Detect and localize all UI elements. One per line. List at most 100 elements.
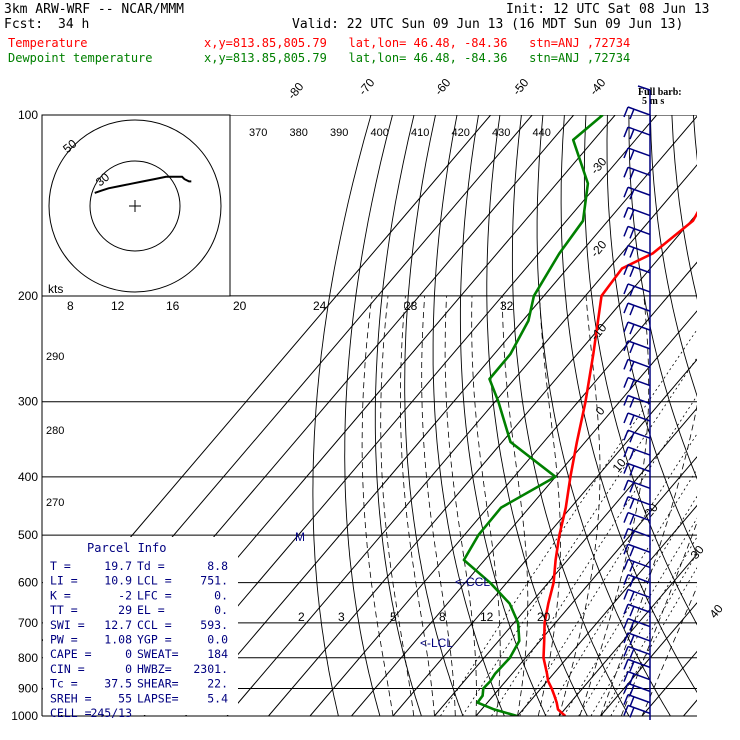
parcel-info-label: EL = [137,603,165,617]
wind-barb-feather [629,696,635,707]
parcel-info-label: SHEAR= [137,677,179,691]
wind-barb-shaft [627,658,651,669]
wind-barb-feather [623,618,629,629]
pressure-tick-label-1000: 1000 [11,709,38,723]
wind-barb-shaft [627,340,651,350]
wind-barb-shaft [627,682,651,693]
moist-adiabat-line [380,295,415,716]
wind-barb-shaft [627,511,651,522]
dewpoint-legend-label: Dewpoint temperature [8,51,153,65]
theta-label: 370 [249,127,267,139]
moist-adiabat-line [620,295,697,716]
dry-adiabat-line [715,115,740,716]
mixing-ratio-label: 20 [537,610,551,624]
wind-barb-feather [623,264,629,276]
moist-adiabat-line [444,295,477,716]
parcel-info-label: Td = [137,559,165,573]
parcel-info-value: 2301. [193,662,228,676]
wind-barb [623,186,651,200]
parcel-info-title: Parcel Info [87,541,166,555]
wind-barb [623,682,651,696]
isotherm-label: 0 [593,404,608,418]
wind-barb-shaft [627,394,651,405]
wind-barb-feather [629,209,635,220]
wind-barb-feather [629,685,635,696]
wind-barb-feather [623,226,629,237]
isotherm-line [600,115,697,716]
wind-barb [623,511,651,525]
wind-barb-feather [629,530,635,541]
header-line-1-left: 3km ARW-WRF -- NCAR/MMM [4,2,185,17]
isotherm-line [185,115,697,716]
isotherm-line [268,115,697,716]
wind-barb-feather [623,302,629,314]
dry-adiabat-line [344,115,393,716]
parcel-info-label: TT = [50,603,78,617]
wind-barb-feather [629,128,635,140]
wind-barb-feather [623,659,629,670]
mixing-ratio-label: 32 [500,299,514,313]
wind-barb-shaft [627,264,651,274]
dry-adiabat-line [606,115,697,716]
pressure-tick-label-200: 200 [18,289,38,303]
parcel-info-value: 29 [118,603,132,617]
parcel-info-value: 19.7 [104,559,132,573]
wind-barb-feather [623,245,629,256]
wind-barb-shaft [627,632,651,642]
isotherm-line [226,115,697,716]
parcel-info-value: 22. [207,677,228,691]
wind-barb-feather [623,321,629,333]
wind-barb-shaft [627,225,651,236]
wind-barb-shaft [627,704,651,715]
parcel-info-value: 10.9 [104,574,132,588]
isotherm-line [434,115,697,716]
mixing-ratio-label: 28 [404,299,418,313]
wind-barb-shaft [627,166,651,177]
moist-adiabat-line [641,295,697,716]
wind-barb-feather [629,431,635,443]
wind-barb [623,106,651,120]
isotherm-line [309,115,697,716]
wind-barb-feather [629,576,635,587]
parcel-info-label: Tc = [50,677,78,691]
wind-barb-shaft [627,106,651,116]
wind-barb-shaft [627,603,651,613]
hodograph-ring-inner [89,160,181,252]
dry-adiabat-line [312,115,372,716]
parcel-info-label: LAPSE= [137,691,179,705]
parcel-info-label: YGP = [137,633,172,647]
wind-barb-shaft [627,573,651,584]
ccl-annotation: <-CCL [455,575,490,589]
wind-barb-feather [623,671,629,682]
mixing-ratio-line [578,295,697,716]
header-valid: Valid: 22 UTC Sun 09 Jun 13 (16 MDT Sun … [292,17,684,32]
wind-barb-feather [623,632,629,644]
header-init: Init: 12 UTC Sat 08 Jun 13 [506,2,710,17]
isotherm-line [351,115,697,716]
wind-barb-feather [623,395,629,406]
pressure-tick-label-500: 500 [18,528,38,542]
dry-adiabat-line [432,115,505,716]
wind-barb-shaft [627,558,651,569]
wind-barb-feather [623,377,629,388]
wind-barb-feather [623,359,629,370]
mixing-ratio-label: 24 [313,299,327,313]
parcel-info-label: SWI = [50,618,85,632]
wind-barb [623,264,651,278]
isotherm-line [517,115,697,716]
dry-adiabat-line [374,115,422,716]
wind-barb-feather [629,545,635,557]
parcel-info-value: 12.7 [104,618,132,632]
wind-barb-feather [623,683,629,694]
dry-adiabat-line [511,115,630,716]
pressure-tick-label-900: 900 [18,681,38,695]
wind-barb-feather [629,707,635,718]
wind-barb-shaft [627,412,651,422]
mixing-ratio-label: 3 [338,610,345,624]
wind-barb-feather [629,379,635,390]
dry-adiabat-line [692,115,697,716]
wind-barb [623,658,651,672]
mixing-ratio-line [563,295,697,716]
parcel-info-value: 55 [118,691,132,705]
